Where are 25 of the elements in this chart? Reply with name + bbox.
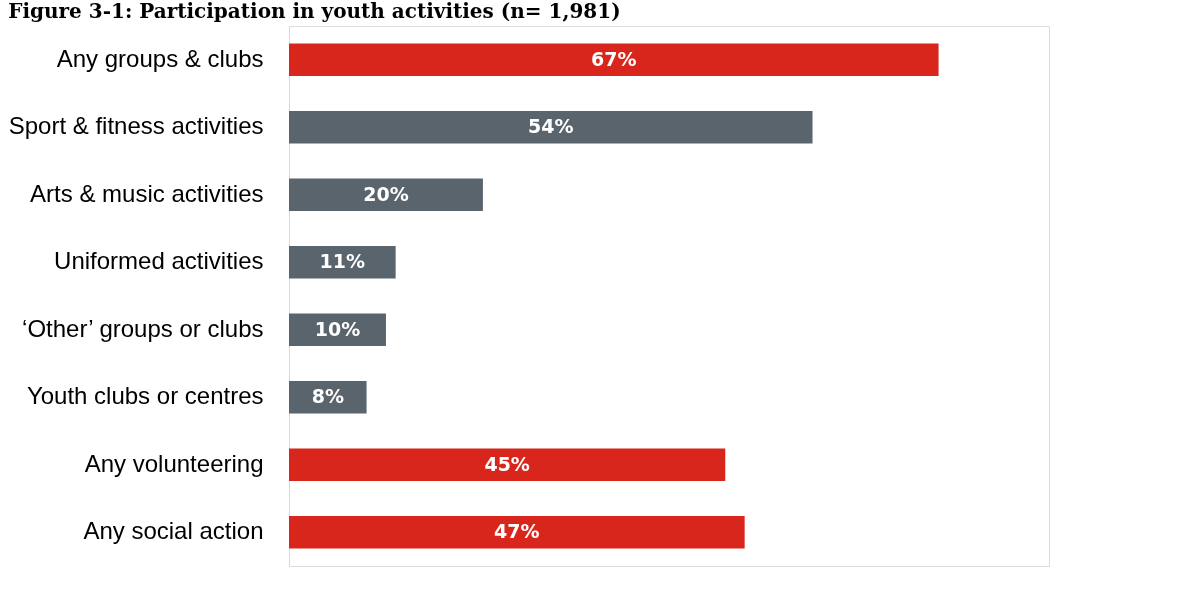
bar	[289, 313, 386, 346]
y-tick-label: Any groups & clubs	[56, 44, 264, 72]
y-tick-label: ‘Other’ groups or clubs	[22, 314, 264, 342]
bar	[289, 381, 367, 414]
data-label: 54%	[528, 115, 574, 138]
y-tick-label: Youth clubs or centres	[26, 382, 264, 410]
bar	[289, 246, 396, 279]
data-label: 20%	[363, 182, 409, 205]
bar	[289, 516, 745, 549]
data-label: 8%	[311, 385, 344, 408]
y-tick-label: Any volunteering	[84, 449, 264, 477]
bar	[289, 111, 813, 144]
data-label: 11%	[319, 250, 366, 273]
y-tick-label: Any social action	[83, 517, 264, 545]
chart-title: Figure 3-1: Participation in youth activities (n= 1,981)	[8, 0, 621, 23]
data-label: 47%	[494, 520, 540, 543]
bar	[289, 43, 939, 76]
data-label: 45%	[484, 452, 530, 475]
y-tick-label: Arts & music activities	[30, 179, 264, 207]
bar	[289, 448, 726, 481]
data-label: 10%	[314, 317, 361, 340]
y-tick-label: Uniformed activities	[54, 247, 264, 275]
y-tick-label: Sport & fitness activities	[8, 112, 264, 140]
data-label: 67%	[591, 47, 637, 70]
bar	[289, 178, 483, 211]
